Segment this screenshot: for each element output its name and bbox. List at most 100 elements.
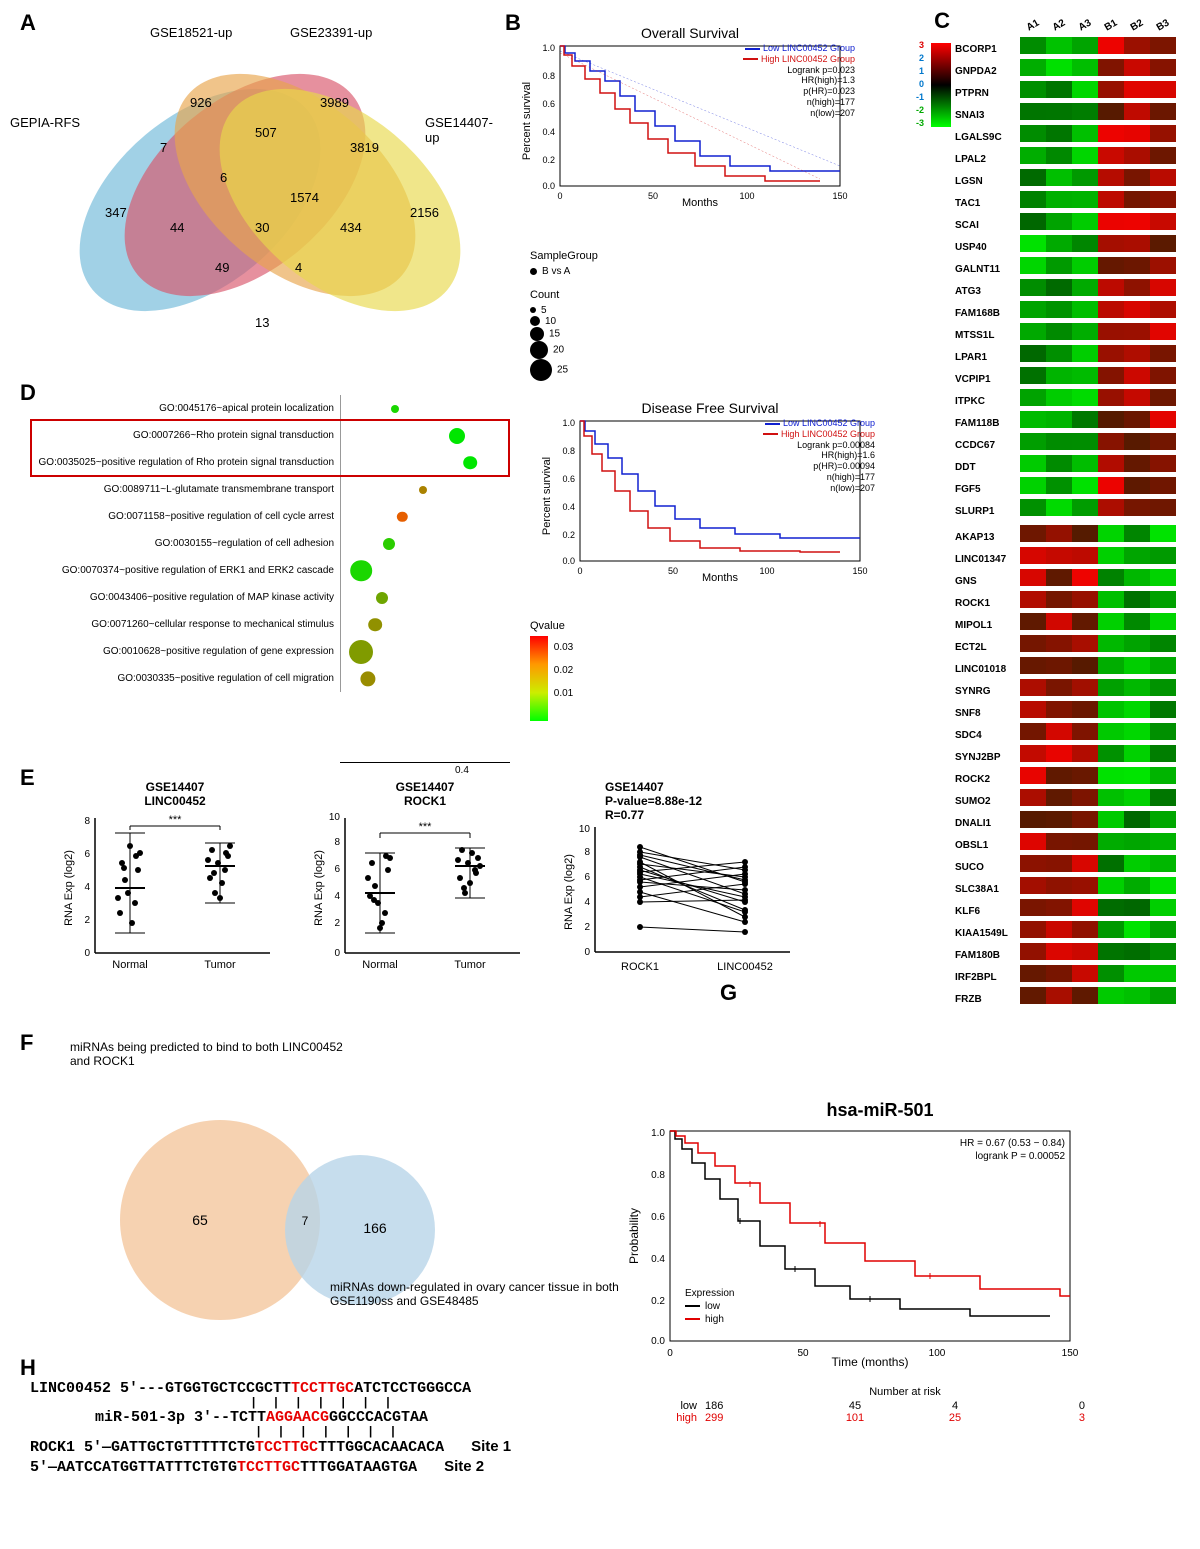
heatmap-cell [1098,37,1124,54]
svg-text:0.6: 0.6 [542,99,555,109]
heatmap-row: VCPIP1 [955,367,1190,389]
heatmap-cell [1098,345,1124,362]
e2-t1: GSE14407 [310,780,540,794]
svg-text:8: 8 [584,847,590,858]
heatmap-row: AKAP13 [955,525,1190,547]
go-dot [351,560,373,582]
go-term-label: GO:0089711~L-glutamate transmembrane tra… [30,484,340,495]
dfs-title: Disease Free Survival [540,400,880,416]
heatmap-cell [1098,125,1124,142]
heatmap-cell [1020,789,1046,806]
heatmap-cell [1150,965,1176,982]
heatmap-cell [1124,81,1150,98]
os-stat-4: n(low)=207 [743,108,855,119]
svg-text:0.6: 0.6 [651,1212,665,1223]
gene-label: DNALI1 [955,818,1020,829]
heatmap-cell [1072,701,1098,718]
heatmap-cell [1124,323,1150,340]
venn-r23: 507 [255,125,277,140]
svg-text:Percent survival: Percent survival [521,82,533,160]
heatmap-cell [1020,345,1046,362]
svg-text:1.0: 1.0 [562,418,575,428]
svg-text:0.2: 0.2 [562,530,575,540]
cs-4: 25 [557,365,568,376]
svg-text:50: 50 [668,566,678,576]
dfs-stat-4: n(low)=207 [763,483,875,494]
heatmap-row: ROCK2 [955,767,1190,789]
gene-label: FAM168B [955,308,1020,319]
svg-text:0.0: 0.0 [651,1336,665,1347]
risk-table: Number at risk low 186 45 4 0 high 299 1… [670,1386,1140,1424]
svg-text:0.8: 0.8 [542,71,555,81]
heatmap-cell [1150,811,1176,828]
heatmap-cell [1098,723,1124,740]
heatmap-row: DNALI1 [955,811,1190,833]
heatmap-row: SUCO [955,855,1190,877]
panel-b-bottom: Disease Free Survival Percent survival M… [540,400,880,600]
heatmap-row: USP40 [955,235,1190,257]
svg-text:0.2: 0.2 [542,155,555,165]
heatmap-cell [1098,279,1124,296]
heatmap-cell [1046,613,1072,630]
svg-text:0: 0 [84,948,90,959]
venn-r2: 926 [190,95,212,110]
panel-e-plot3: GSE14407 P-value=8.88e-12 R=0.77 RNA Exp… [560,780,820,982]
heatmap-cell [1124,301,1150,318]
rh-2: 25 [905,1412,1005,1424]
heatmap-cell [1020,547,1046,564]
seq-line-0: LINC00452 5'---GTGGTGCTCCGCTTTCCTTGCATCT… [30,1380,511,1397]
e1-t1: GSE14407 [60,780,290,794]
risk-high-lbl: high [670,1412,705,1424]
svg-text:1.0: 1.0 [651,1128,665,1139]
heatmap-cell [1072,789,1098,806]
go-dot-area [340,530,520,557]
heatmap-cell [1046,569,1072,586]
heatmap-cell [1072,833,1098,850]
cs-0: 5 [541,305,547,316]
heatmap-cell [1020,433,1046,450]
svg-text:RNA Exp (log2): RNA Exp (log2) [63,850,75,926]
os-title: Overall Survival [520,25,860,41]
gene-label: IRF2BPL [955,972,1020,983]
d-xtick: 0.4 [455,765,469,776]
heatmap-cell [1072,235,1098,252]
heatmap-cell [1046,323,1072,340]
rh-1: 101 [805,1412,905,1424]
seq-line-1: miR-501-3p 3'--TCTTAGGAACGGGCCCACGTAA [95,1409,511,1426]
heatmap-row: CCDC67 [955,433,1190,455]
venn-r1: 347 [105,205,127,220]
dfs-stat-0: Logrank p=0.00084 [763,440,875,451]
heatmap-cell [1124,345,1150,362]
venn-r14: 13 [255,315,269,330]
heatmap-cell [1072,477,1098,494]
go-dot-area [340,503,520,530]
heatmap-cell [1020,389,1046,406]
gene-label: MIPOL1 [955,620,1020,631]
heatmap-bottom-block: AKAP13LINC01347GNSROCK1MIPOL1ECT2LLINC01… [955,525,1190,1009]
set-label-4: GSE14407-up [425,115,493,145]
q-2: 0.01 [554,682,573,705]
heatmap-cell [1046,477,1072,494]
heatmap-cell [1124,257,1150,274]
heatmap-cell [1150,657,1176,674]
venn-r13: 44 [170,220,184,235]
panel-b-top: Overall Survival Percent survival Months… [520,25,860,225]
heatmap-cell [1150,433,1176,450]
heatmap-cell [1150,987,1176,1004]
heatmap-cell [1072,943,1098,960]
gene-label: ATG3 [955,286,1020,297]
heatmap-cell [1072,965,1098,982]
gene-label: ROCK2 [955,774,1020,785]
rl-1: 45 [805,1400,905,1412]
gene-label: FAM180B [955,950,1020,961]
highlight-box [30,419,510,477]
go-dot [361,671,376,686]
svg-text:4: 4 [84,882,90,893]
gene-label: LINC01018 [955,664,1020,675]
heatmap-cell [1046,547,1072,564]
heatmap-cell [1072,987,1098,1004]
heatmap-cell [1098,635,1124,652]
heatmap-cell [1124,745,1150,762]
heatmap-cell [1020,569,1046,586]
heatmap-cell [1098,987,1124,1004]
